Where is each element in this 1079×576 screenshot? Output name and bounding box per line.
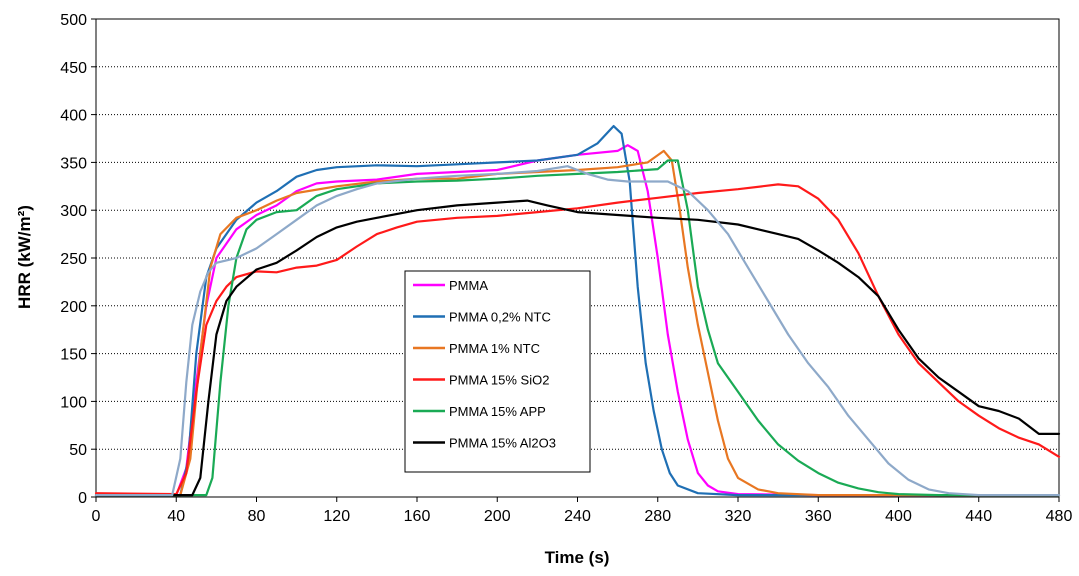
- y-tick-label: 400: [60, 108, 87, 125]
- y-tick-label: 250: [60, 251, 87, 268]
- x-tick-label: 240: [564, 508, 591, 525]
- legend-label: PMMA: [449, 278, 488, 293]
- y-tick-label: 500: [60, 12, 87, 29]
- x-tick-label: 200: [484, 508, 511, 525]
- series-line-pmma-15-app: [94, 159, 1061, 497]
- y-tick-label: 150: [60, 347, 87, 364]
- series-line-pmma-15-al2o3: [94, 199, 1061, 497]
- y-axis-title: HRR (kW/m²): [15, 205, 34, 309]
- series-line-pmma-1-ntc: [94, 149, 1061, 497]
- x-tick-label: 480: [1046, 508, 1073, 525]
- legend: PMMA PMMA 0,2% NTC PMMA 1% NTC PMMA 15% SiO…: [404, 270, 591, 473]
- series-line-unlabeled-6: [94, 165, 1061, 497]
- legend-label: PMMA 15% APP: [449, 404, 546, 419]
- x-tick-label: 160: [404, 508, 431, 525]
- y-tick-label: 450: [60, 60, 87, 77]
- legend-label: PMMA 0,2% NTC: [449, 310, 551, 325]
- x-tick-label: 360: [805, 508, 832, 525]
- y-tick-label: 350: [60, 155, 87, 172]
- x-tick-label: 0: [92, 508, 101, 525]
- legend-label: PMMA 15% SiO2: [449, 373, 549, 388]
- y-tick-label: 300: [60, 203, 87, 220]
- x-tick-label: 320: [725, 508, 752, 525]
- series-lines: [94, 125, 1061, 497]
- x-tick-label: 80: [248, 508, 266, 525]
- x-axis-title: Time (s): [545, 548, 610, 567]
- y-tick-label: 50: [69, 442, 87, 459]
- x-tick-label: 280: [644, 508, 671, 525]
- y-tick-label: 200: [60, 299, 87, 316]
- y-tick-label: 100: [60, 394, 87, 411]
- legend-box: [404, 270, 591, 473]
- legend-label: PMMA 15% Al2O3: [449, 436, 556, 451]
- x-tick-label: 40: [167, 508, 185, 525]
- legend-label: PMMA 1% NTC: [449, 341, 540, 356]
- y-tick-label: 0: [78, 490, 87, 507]
- x-tick-label: 400: [885, 508, 912, 525]
- series-line-pmma: [94, 144, 1061, 497]
- axes: 0 50 100 150 200 250 300 350 400 450 500 0 40 80 120 16…: [60, 12, 1072, 525]
- x-tick-label: 440: [965, 508, 992, 525]
- x-tick-label: 120: [323, 508, 350, 525]
